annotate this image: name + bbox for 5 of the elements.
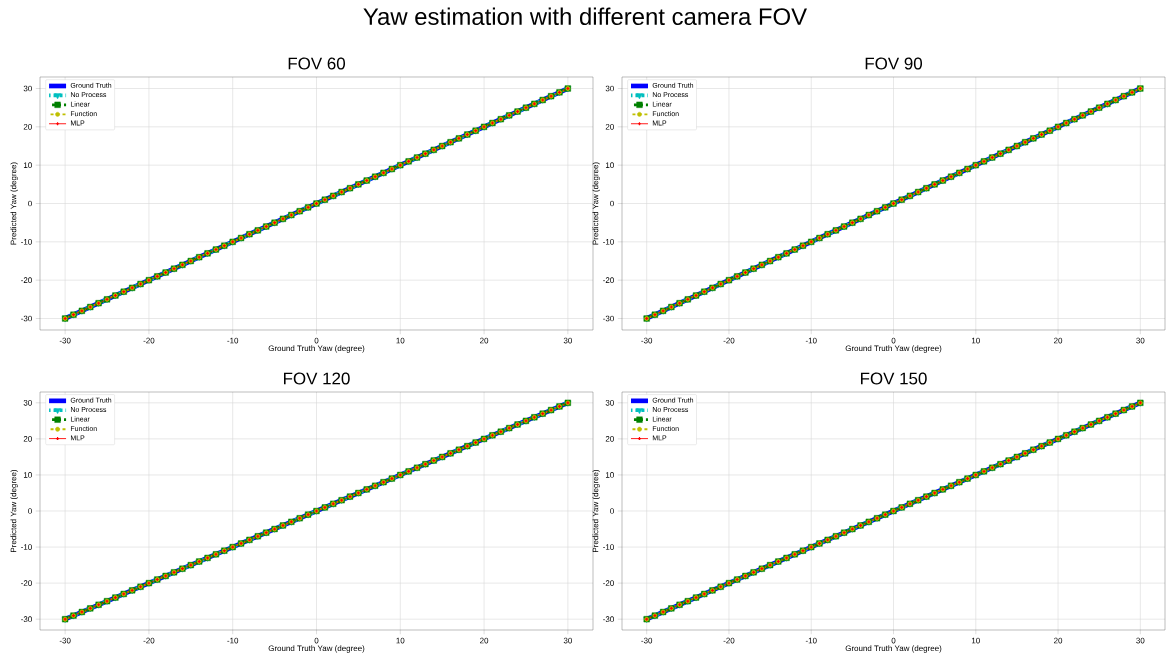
chart-title: FOV 90 [865, 57, 923, 70]
chart-title: FOV 60 [288, 57, 346, 70]
text: Yaw estimation with different camera FOV [363, 7, 807, 26]
chart-title: FOV 120 [284, 372, 350, 385]
chart-title: FOV 150 [861, 372, 927, 385]
